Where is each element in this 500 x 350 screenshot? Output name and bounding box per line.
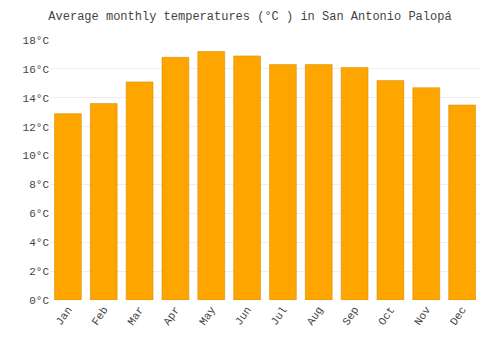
svg-text:10°C: 10°C [23,150,50,162]
svg-text:May: May [197,304,218,327]
svg-text:Oct: Oct [376,304,397,327]
svg-text:14°C: 14°C [23,93,50,105]
svg-text:Sep: Sep [340,304,361,327]
svg-text:6°C: 6°C [29,208,49,220]
svg-text:Mar: Mar [125,304,146,327]
svg-text:Jan: Jan [54,304,75,327]
svg-text:Average monthly temperatures (: Average monthly temperatures (°C ) in Sa… [48,10,451,24]
svg-text:18°C: 18°C [23,35,50,47]
svg-text:8°C: 8°C [29,179,49,191]
svg-text:Feb: Feb [90,304,111,327]
svg-text:Nov: Nov [412,304,433,327]
svg-text:4°C: 4°C [29,237,49,249]
svg-text:Apr: Apr [161,304,182,327]
svg-text:12°C: 12°C [23,122,50,134]
svg-text:0°C: 0°C [29,295,49,307]
svg-text:Dec: Dec [448,304,469,327]
svg-text:Aug: Aug [305,304,326,327]
svg-text:Jun: Jun [233,304,254,327]
svg-text:Jul: Jul [269,304,290,327]
svg-text:16°C: 16°C [23,64,50,76]
svg-text:2°C: 2°C [29,266,49,278]
